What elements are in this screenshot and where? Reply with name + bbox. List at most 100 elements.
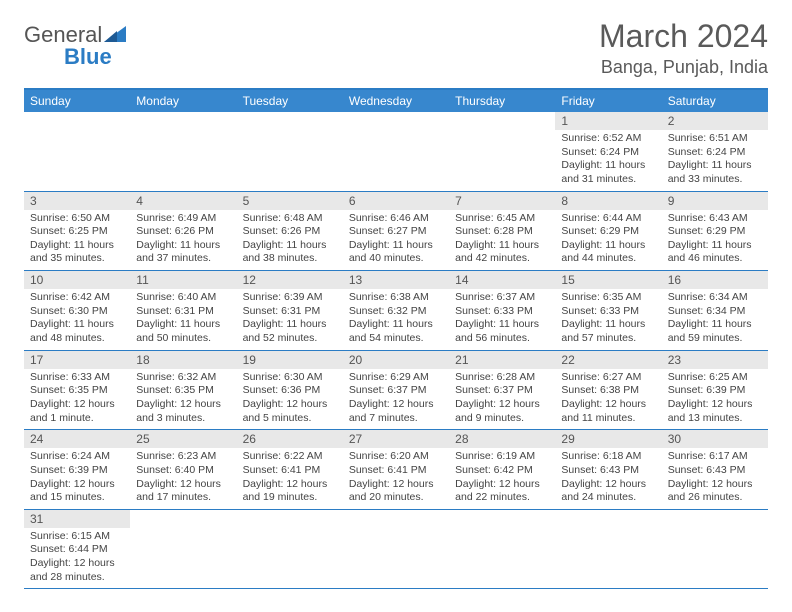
day-cell: 29Sunrise: 6:18 AMSunset: 6:43 PMDayligh… (555, 430, 661, 509)
day-cell: 17Sunrise: 6:33 AMSunset: 6:35 PMDayligh… (24, 351, 130, 430)
day-line: Sunrise: 6:29 AM (349, 371, 443, 385)
day-line: and 59 minutes. (668, 332, 762, 346)
day-cell (449, 112, 555, 191)
day-line: Sunset: 6:27 PM (349, 225, 443, 239)
day-line: Sunrise: 6:24 AM (30, 450, 124, 464)
day-line: Daylight: 11 hours (561, 318, 655, 332)
day-number: 18 (130, 351, 236, 369)
day-line: Daylight: 12 hours (243, 398, 337, 412)
day-line: Sunset: 6:29 PM (668, 225, 762, 239)
day-line: Sunrise: 6:15 AM (30, 530, 124, 544)
day-cell (237, 112, 343, 191)
day-cell: 16Sunrise: 6:34 AMSunset: 6:34 PMDayligh… (662, 271, 768, 350)
day-number: 28 (449, 430, 555, 448)
day-line: Sunrise: 6:43 AM (668, 212, 762, 226)
day-cell: 26Sunrise: 6:22 AMSunset: 6:41 PMDayligh… (237, 430, 343, 509)
day-line: and 31 minutes. (561, 173, 655, 187)
day-line: Daylight: 11 hours (243, 318, 337, 332)
week-row: 17Sunrise: 6:33 AMSunset: 6:35 PMDayligh… (24, 351, 768, 431)
day-line: Sunset: 6:37 PM (349, 384, 443, 398)
day-cell: 30Sunrise: 6:17 AMSunset: 6:43 PMDayligh… (662, 430, 768, 509)
day-line: Sunset: 6:41 PM (243, 464, 337, 478)
day-line: Daylight: 11 hours (136, 318, 230, 332)
weekday-cell: Sunday (24, 90, 130, 112)
day-line: and 5 minutes. (243, 412, 337, 426)
day-line: Sunset: 6:24 PM (561, 146, 655, 160)
calendar: SundayMondayTuesdayWednesdayThursdayFrid… (24, 88, 768, 589)
logo: GeneralBlue (24, 18, 126, 68)
day-body: Sunrise: 6:19 AMSunset: 6:42 PMDaylight:… (449, 448, 555, 509)
day-line: and 46 minutes. (668, 252, 762, 266)
day-line: Sunrise: 6:52 AM (561, 132, 655, 146)
day-line: Sunset: 6:39 PM (668, 384, 762, 398)
day-body: Sunrise: 6:39 AMSunset: 6:31 PMDaylight:… (237, 289, 343, 350)
day-body: Sunrise: 6:48 AMSunset: 6:26 PMDaylight:… (237, 210, 343, 271)
day-cell: 27Sunrise: 6:20 AMSunset: 6:41 PMDayligh… (343, 430, 449, 509)
weekday-cell: Friday (555, 90, 661, 112)
day-cell: 20Sunrise: 6:29 AMSunset: 6:37 PMDayligh… (343, 351, 449, 430)
day-cell (343, 112, 449, 191)
day-line: Daylight: 11 hours (349, 318, 443, 332)
day-body: Sunrise: 6:28 AMSunset: 6:37 PMDaylight:… (449, 369, 555, 430)
day-number: 4 (130, 192, 236, 210)
day-number: 19 (237, 351, 343, 369)
day-cell (662, 510, 768, 589)
day-line: Sunrise: 6:40 AM (136, 291, 230, 305)
day-body: Sunrise: 6:37 AMSunset: 6:33 PMDaylight:… (449, 289, 555, 350)
day-line: Daylight: 11 hours (455, 318, 549, 332)
day-line: and 22 minutes. (455, 491, 549, 505)
day-line: and 20 minutes. (349, 491, 443, 505)
header: GeneralBlue March 2024 Banga, Punjab, In… (24, 18, 768, 78)
day-body: Sunrise: 6:46 AMSunset: 6:27 PMDaylight:… (343, 210, 449, 271)
day-line: Sunrise: 6:33 AM (30, 371, 124, 385)
weekday-header: SundayMondayTuesdayWednesdayThursdayFrid… (24, 90, 768, 112)
day-line: and 17 minutes. (136, 491, 230, 505)
day-number: 25 (130, 430, 236, 448)
day-line: Daylight: 12 hours (668, 398, 762, 412)
day-number: 22 (555, 351, 661, 369)
day-line: Sunrise: 6:44 AM (561, 212, 655, 226)
day-line: Daylight: 11 hours (668, 239, 762, 253)
day-number: 5 (237, 192, 343, 210)
day-line: Daylight: 12 hours (349, 398, 443, 412)
day-body: Sunrise: 6:34 AMSunset: 6:34 PMDaylight:… (662, 289, 768, 350)
day-body: Sunrise: 6:30 AMSunset: 6:36 PMDaylight:… (237, 369, 343, 430)
day-cell: 5Sunrise: 6:48 AMSunset: 6:26 PMDaylight… (237, 192, 343, 271)
day-line: Daylight: 12 hours (30, 398, 124, 412)
day-cell: 11Sunrise: 6:40 AMSunset: 6:31 PMDayligh… (130, 271, 236, 350)
day-line: Sunset: 6:29 PM (561, 225, 655, 239)
day-number: 23 (662, 351, 768, 369)
day-line: Sunset: 6:35 PM (30, 384, 124, 398)
day-line: Sunrise: 6:25 AM (668, 371, 762, 385)
day-line: and 40 minutes. (349, 252, 443, 266)
day-body: Sunrise: 6:38 AMSunset: 6:32 PMDaylight:… (343, 289, 449, 350)
day-number: 3 (24, 192, 130, 210)
day-cell: 15Sunrise: 6:35 AMSunset: 6:33 PMDayligh… (555, 271, 661, 350)
day-line: Daylight: 11 hours (136, 239, 230, 253)
day-line: Daylight: 12 hours (668, 478, 762, 492)
day-cell (24, 112, 130, 191)
day-body: Sunrise: 6:45 AMSunset: 6:28 PMDaylight:… (449, 210, 555, 271)
day-line: Sunset: 6:28 PM (455, 225, 549, 239)
weekday-cell: Saturday (662, 90, 768, 112)
day-number: 21 (449, 351, 555, 369)
day-line: Sunrise: 6:27 AM (561, 371, 655, 385)
day-line: Daylight: 12 hours (30, 478, 124, 492)
day-number: 10 (24, 271, 130, 289)
day-body: Sunrise: 6:32 AMSunset: 6:35 PMDaylight:… (130, 369, 236, 430)
day-cell (130, 510, 236, 589)
week-row: 3Sunrise: 6:50 AMSunset: 6:25 PMDaylight… (24, 192, 768, 272)
day-cell: 13Sunrise: 6:38 AMSunset: 6:32 PMDayligh… (343, 271, 449, 350)
day-cell (343, 510, 449, 589)
day-cell: 3Sunrise: 6:50 AMSunset: 6:25 PMDaylight… (24, 192, 130, 271)
day-line: Sunset: 6:31 PM (243, 305, 337, 319)
day-number: 7 (449, 192, 555, 210)
day-body: Sunrise: 6:24 AMSunset: 6:39 PMDaylight:… (24, 448, 130, 509)
day-body: Sunrise: 6:51 AMSunset: 6:24 PMDaylight:… (662, 130, 768, 191)
day-line: Sunrise: 6:39 AM (243, 291, 337, 305)
day-number: 31 (24, 510, 130, 528)
day-body: Sunrise: 6:44 AMSunset: 6:29 PMDaylight:… (555, 210, 661, 271)
day-number: 13 (343, 271, 449, 289)
day-line: Sunset: 6:32 PM (349, 305, 443, 319)
day-line: Sunrise: 6:28 AM (455, 371, 549, 385)
